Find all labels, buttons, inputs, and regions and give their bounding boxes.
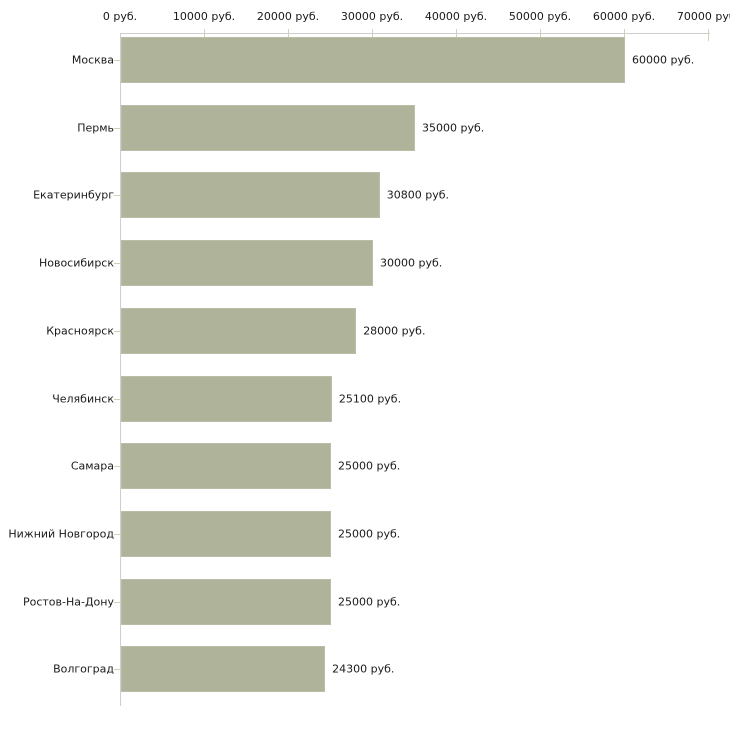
x-axis-tick-mark <box>624 29 625 41</box>
category-label: Нижний Новгород <box>8 527 114 541</box>
x-axis-tick-label: 40000 руб. <box>424 10 488 23</box>
category-label: Москва <box>71 53 114 67</box>
x-axis-tick-mark <box>204 29 205 41</box>
bar <box>121 172 380 219</box>
category-label: Екатеринбург <box>33 188 114 202</box>
bar <box>121 443 331 490</box>
x-axis-tick-label: 10000 руб. <box>172 10 236 23</box>
bar <box>121 37 625 83</box>
value-label: 35000 руб. <box>422 121 485 135</box>
category-label: Пермь <box>77 121 114 135</box>
y-axis-tick-mark <box>114 533 120 535</box>
y-axis-tick-mark <box>114 669 120 671</box>
category-label: Ростов-На-Дону <box>22 595 114 609</box>
x-axis-tick-mark <box>540 29 541 41</box>
y-axis-tick-mark <box>114 330 120 332</box>
x-axis-line <box>120 33 710 34</box>
x-axis-tick-label: 60000 руб. <box>592 10 656 23</box>
category-label: Новосибирск <box>38 256 114 270</box>
x-axis-tick-label: 0 руб. <box>102 10 138 23</box>
value-label: 30000 руб. <box>380 256 443 270</box>
value-label: 60000 руб. <box>632 53 695 67</box>
value-label: 25100 руб. <box>338 392 402 405</box>
category-label: Челябинск <box>52 392 114 405</box>
y-axis-tick-mark <box>114 398 120 400</box>
y-axis-tick-mark <box>114 60 120 61</box>
value-label: 30800 руб. <box>386 188 449 202</box>
value-label: 24300 руб. <box>332 662 395 676</box>
x-axis-tick-mark <box>708 29 709 41</box>
x-axis-tick-label: 50000 руб. <box>508 10 572 23</box>
y-axis-tick-mark <box>114 195 120 197</box>
bar <box>121 510 331 557</box>
bar <box>121 240 373 287</box>
value-label: 28000 руб. <box>363 324 426 338</box>
value-label: 25000 руб. <box>338 595 401 609</box>
value-label: 25000 руб. <box>338 527 401 541</box>
x-axis-tick-mark <box>288 29 289 41</box>
y-axis-tick-mark <box>114 263 120 265</box>
bar <box>121 375 332 422</box>
x-axis-tick-mark <box>456 29 457 41</box>
bar <box>121 646 326 693</box>
bar <box>121 307 357 354</box>
y-axis-line <box>120 33 121 706</box>
x-axis-tick-label: 70000 руб. <box>676 10 730 23</box>
category-label: Самара <box>70 459 114 473</box>
y-axis-tick-mark <box>114 127 120 129</box>
x-axis-tick-mark <box>372 29 373 41</box>
y-axis-tick-mark <box>114 466 120 468</box>
category-label: Красноярск <box>46 324 114 338</box>
value-label: 25000 руб. <box>338 459 401 473</box>
category-label: Волгоград <box>53 662 114 676</box>
x-axis-tick-label: 20000 руб. <box>256 10 320 23</box>
y-axis-tick-mark <box>114 601 120 603</box>
bar <box>121 578 331 625</box>
x-axis-tick-label: 30000 руб. <box>340 10 404 23</box>
bar <box>121 104 415 151</box>
